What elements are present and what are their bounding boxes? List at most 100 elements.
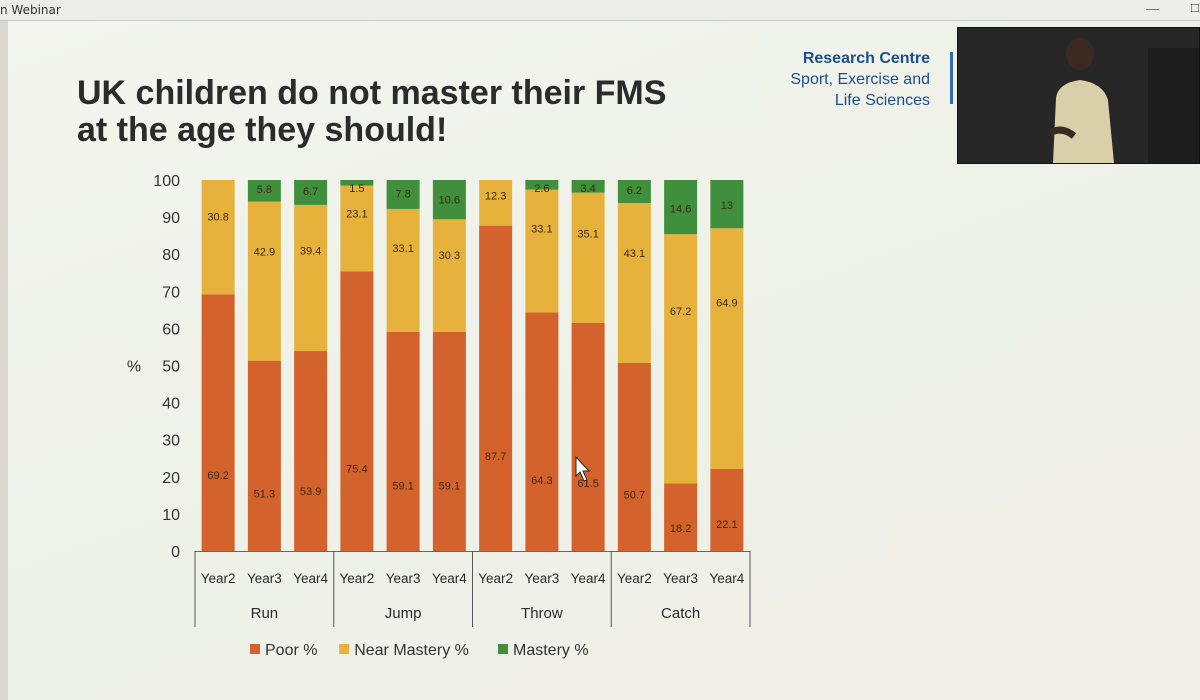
data-label: 12.3 [485, 191, 506, 203]
data-label: 22.1 [716, 519, 737, 531]
group-label: Catch [661, 605, 700, 622]
data-label: 33.1 [531, 223, 552, 235]
y-tick-label: 60 [162, 321, 180, 338]
data-label: 59.1 [439, 481, 460, 493]
x-tick-label: Year2 [617, 571, 652, 586]
bar-segment [201, 294, 235, 551]
legend-label: Near Mastery % [354, 642, 469, 659]
y-tick-label: 50 [162, 359, 180, 376]
x-tick-label: Year4 [709, 571, 744, 586]
data-label: 3.4 [580, 183, 595, 195]
presenter-silhouette-icon [958, 28, 1199, 163]
data-label: 61.5 [577, 478, 598, 490]
bar-segment [525, 312, 559, 551]
legend-swatch [250, 644, 260, 654]
mouse-cursor-icon [575, 455, 591, 482]
legend-label: Poor % [265, 642, 317, 659]
data-label: 10.6 [439, 195, 460, 207]
data-label: 6.7 [303, 186, 318, 198]
bar-segment [525, 180, 559, 190]
bar-segment [340, 271, 374, 551]
data-label: 14.6 [670, 203, 691, 215]
y-tick-label: 100 [153, 173, 180, 190]
data-label: 35.1 [577, 229, 598, 241]
bar-segment [479, 180, 513, 226]
bar-segment [432, 219, 466, 332]
minimize-icon[interactable]: — [1146, 1, 1159, 16]
org-accent-bar [950, 52, 953, 104]
group-label: Throw [521, 605, 563, 622]
data-label: 39.4 [300, 246, 321, 258]
window-title: n Webinar [0, 3, 61, 17]
group-label: Jump [385, 605, 422, 622]
data-label: 2.6 [534, 183, 549, 195]
x-tick-label: Year4 [432, 571, 467, 586]
org-line-1: Research Centre [802, 50, 930, 67]
bar-segment [247, 201, 281, 361]
data-label: 87.7 [485, 451, 506, 463]
data-label: 53.9 [300, 486, 321, 498]
x-tick-label: Year3 [524, 571, 559, 586]
y-tick-label: 0 [171, 544, 180, 561]
bar-segment [664, 483, 698, 551]
bar-segment [294, 204, 328, 352]
x-tick-label: Year2 [339, 571, 374, 586]
data-label: 6.2 [627, 185, 642, 197]
bar-segment [571, 180, 605, 193]
data-label: 33.1 [392, 243, 413, 255]
data-label: 50.7 [624, 489, 645, 501]
y-tick-label: 90 [162, 210, 180, 227]
window-titlebar: n Webinar — ☐ [0, 0, 1200, 21]
presenter-video [957, 27, 1200, 164]
bar-segment [247, 180, 281, 202]
data-label: 69.2 [207, 470, 228, 482]
data-label: 64.9 [716, 297, 737, 309]
bar-segment [340, 185, 374, 272]
legend-swatch [498, 644, 508, 654]
data-label: 51.3 [254, 489, 275, 501]
data-label: 75.4 [346, 464, 367, 476]
bar-segment [664, 234, 698, 484]
data-label: 59.1 [392, 481, 413, 493]
organization-label: Research Centre Sport, Exercise and Life… [740, 48, 930, 111]
bar-segment [617, 203, 651, 363]
bar-segment [710, 180, 744, 229]
data-label: 18.2 [670, 523, 691, 535]
bar-segment [294, 180, 328, 205]
org-line-3: Life Sciences [834, 92, 930, 109]
bar-segment [525, 189, 559, 313]
bar-segment [201, 180, 235, 295]
x-tick-label: Year4 [293, 571, 328, 586]
bar-segment [386, 180, 420, 209]
x-tick-label: Year3 [247, 571, 282, 586]
data-label: 67.2 [670, 306, 691, 318]
x-tick-label: Year4 [571, 571, 606, 586]
y-tick-label: 70 [162, 284, 180, 301]
bar-segment [247, 360, 281, 551]
window-control-icon[interactable]: ☐ [1190, 3, 1200, 15]
data-label: 5.8 [257, 184, 272, 196]
bar-segment [340, 180, 374, 186]
x-tick-label: Year3 [663, 571, 698, 586]
x-tick-label: Year2 [201, 571, 236, 586]
x-tick-label: Year3 [386, 571, 421, 586]
y-tick-label: 30 [162, 433, 180, 450]
bar-segment [571, 192, 605, 323]
x-tick-label: Year2 [478, 571, 513, 586]
bar-segment [617, 362, 651, 551]
data-label: 30.8 [207, 211, 228, 223]
bar-segment [710, 469, 744, 551]
y-axis-label: % [127, 359, 141, 376]
data-label: 1.5 [349, 183, 364, 195]
data-label: 64.3 [531, 475, 552, 487]
slide-title: UK children do not master their FMS at t… [77, 74, 667, 149]
legend-label: Mastery % [513, 642, 589, 659]
bar-segment [479, 225, 513, 551]
bar-segment [617, 180, 651, 204]
bar-segment [386, 208, 420, 332]
data-label: 23.1 [346, 208, 367, 220]
bar-segment [571, 322, 605, 551]
org-line-2: Sport, Exercise and [790, 71, 930, 88]
bar-segment [664, 180, 698, 235]
